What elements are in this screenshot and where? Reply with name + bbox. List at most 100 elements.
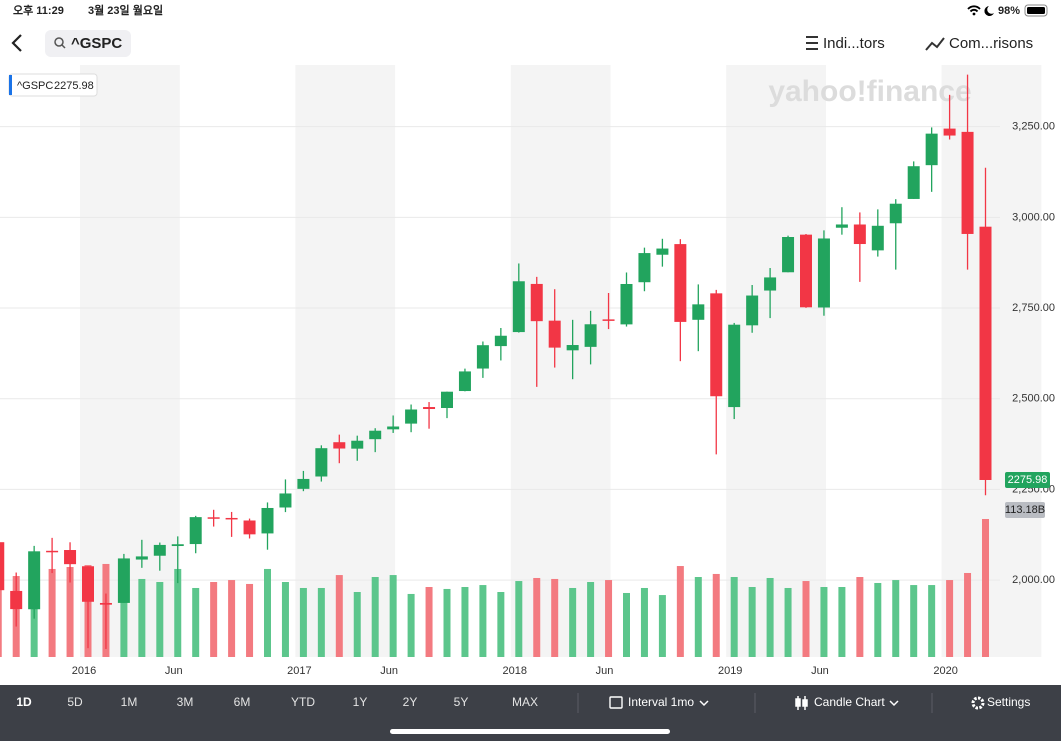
wifi-dot [972,12,976,16]
candle-body [548,320,561,348]
volume-bar [892,580,900,657]
range-button[interactable]: 2Y [403,695,418,709]
comparisons-button[interactable]: Com...risons [949,35,1033,52]
volume-bar [928,585,936,657]
volume-bar [174,568,182,657]
candle-body [566,345,579,351]
volume-bar [120,565,128,657]
candle-body [710,293,723,397]
candle-body [423,407,436,410]
candle-body [620,283,633,325]
candle-body [99,602,112,605]
volume-bar [676,566,684,657]
y-tick-label: 2,000.00 [1012,574,1055,586]
indicators-button[interactable]: Indi...tors [823,35,885,52]
candle-body [153,544,166,556]
volume-bar [766,577,774,657]
settings-button[interactable]: Settings [987,695,1030,709]
candle-body [10,590,23,610]
volume-bar [281,582,289,657]
chevron [889,700,899,707]
settings-icon [971,696,985,710]
chevron [699,700,709,707]
volume-bar [533,577,541,657]
volume-tag [1005,501,1045,518]
volume-bar [658,595,666,657]
price-tag [1005,471,1050,488]
candle-body [189,517,202,545]
candle-body [351,440,364,449]
battery-percent: 98% [998,5,1020,17]
range-button[interactable]: YTD [291,695,315,709]
candle-body [28,551,41,610]
range-button[interactable]: MAX [512,695,538,709]
candle-body [530,283,543,322]
volume-bar [299,587,307,657]
candle-body [674,244,687,322]
candle-body [297,478,310,489]
chart-type-button[interactable]: Candle Chart [814,695,885,709]
range-button[interactable]: 3M [177,695,194,709]
axes: 2,000.002,250.002,500.002,750.003,000.00… [72,121,1055,677]
volume-bar [784,587,792,657]
candle-body [207,517,220,519]
search-icon [54,37,64,47]
range-button[interactable]: 1D [16,695,32,709]
volume-bar [569,587,577,657]
candle-body [943,128,956,136]
battery-frame [1024,4,1048,17]
candle-body [764,277,777,291]
time-band [726,65,826,657]
back-button[interactable] [11,34,22,52]
volume-bar [694,577,702,657]
candle-body [961,131,974,234]
search-box[interactable] [45,30,131,57]
volume-bar [802,581,810,657]
candle-body [782,237,795,273]
wifi-icon [967,5,981,13]
volume-bar [48,568,56,657]
candle-body [602,319,615,321]
x-tick-label: 2016 [72,665,96,677]
range-button[interactable]: 1M [121,695,138,709]
legend-price: 2275.98 [54,80,94,92]
indicators-icon [806,36,818,50]
interval-button[interactable]: Interval 1mo [628,695,694,709]
candle-body [225,517,238,520]
range-button[interactable]: 1Y [353,695,368,709]
volume-bar [551,578,559,657]
time-bands [80,65,1042,657]
candle-body [692,304,705,320]
candle-body [82,566,94,602]
volume-bar [640,587,648,657]
volume-bar [335,575,343,657]
volume-bar [0,562,2,657]
x-tick-label: 2019 [718,665,742,677]
volume-bar [479,585,487,657]
volume-bar [389,575,397,657]
candle-body [46,550,59,553]
candle-body [333,442,346,449]
range-button[interactable]: 5D [67,695,83,709]
candle-body [279,493,292,508]
moon-icon [984,6,994,16]
range-button[interactable]: 5Y [454,695,469,709]
volume-bar [623,592,630,657]
candle-body [889,203,902,224]
calendar-icon [609,696,623,709]
candle-body [117,558,130,603]
x-tick-label: 2017 [287,665,311,677]
candle-body [979,226,992,480]
volume-bar [820,587,828,657]
time-band [295,65,396,657]
range-button[interactable]: 6M [234,695,251,709]
candle-body [171,544,184,547]
candle-body [64,550,77,565]
volume-tag-label: 113.18B [1005,504,1045,516]
volume-bar [228,580,236,657]
x-tick-label: Jun [811,665,829,677]
volume-bar [982,518,989,657]
candle-body [387,426,400,430]
candle-body [512,281,525,333]
volume-bar [353,592,361,657]
